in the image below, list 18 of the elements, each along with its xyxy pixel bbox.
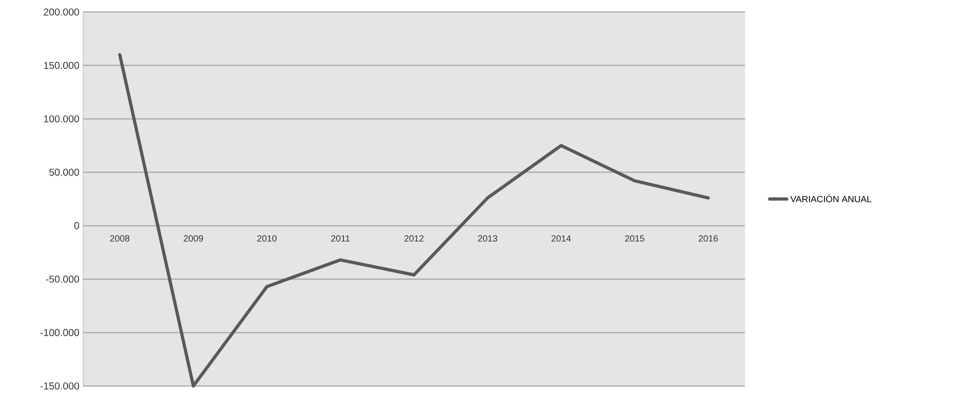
y-tick-label: 100.000 <box>44 115 80 122</box>
y-tick-label: 0 <box>74 222 80 230</box>
y-tick-label: 200.000 <box>44 8 80 16</box>
x-tick-label: 2014 <box>552 235 571 242</box>
y-tick-label: 150.000 <box>44 62 80 69</box>
y-tick-label: 50.000 <box>49 168 80 176</box>
x-tick-label: 2016 <box>698 235 718 242</box>
y-tick-label: -100.000 <box>40 329 80 336</box>
x-tick-label: 2008 <box>110 235 130 242</box>
x-tick-label: 2013 <box>478 235 498 242</box>
legend-label: VARIACIÓN ANUAL <box>790 194 872 202</box>
x-tick-label: 2015 <box>625 235 644 242</box>
x-tick-label: 2009 <box>184 235 203 242</box>
y-tick-label: -50.000 <box>46 276 80 283</box>
x-tick-label: 2011 <box>331 235 350 242</box>
x-tick-label: 2012 <box>404 235 424 242</box>
y-tick-label: -150.000 <box>40 382 80 390</box>
x-tick-label: 2010 <box>257 235 277 242</box>
